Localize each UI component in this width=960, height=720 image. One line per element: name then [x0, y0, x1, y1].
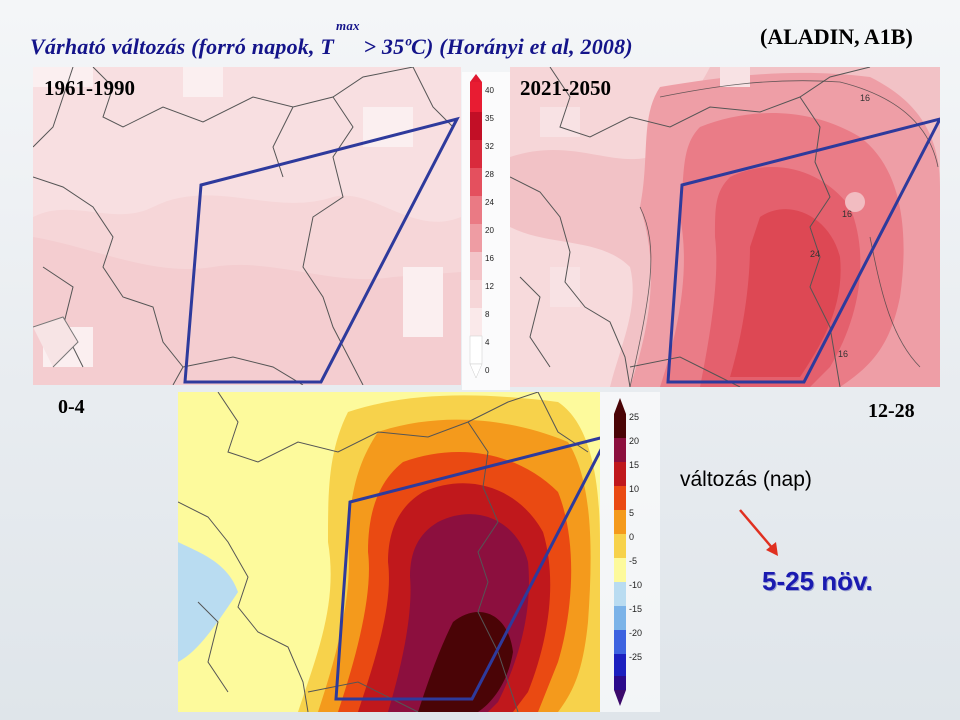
change-colorbar-tick-label: 25: [629, 412, 639, 422]
baseline-colorbar: 40 35 32 28 24 20 16 12 8 4 0: [462, 72, 510, 390]
baseline-colorbar-tick-label: 0: [485, 366, 490, 375]
baseline-colorbar-tick-label: 20: [485, 226, 494, 235]
result-label: 5-25 növ.: [762, 566, 873, 596]
contour-label: 16: [842, 209, 852, 219]
contour-label: 16: [860, 93, 870, 103]
page-title: Várható változás (forró napok, Tmax > 35…: [30, 18, 633, 60]
change-map: [178, 392, 600, 712]
contour-label: 24: [810, 249, 820, 259]
change-range-left: 0-4: [58, 396, 85, 418]
change-colorbar-tick-label: -20: [629, 628, 642, 638]
title-tail: > 35ºC) (Horányi et al, 2008): [357, 34, 633, 59]
baseline-colorbar-tick-label: 24: [485, 198, 494, 207]
baseline-map: [33, 67, 461, 385]
change-colorbar-tick-label: -10: [629, 580, 642, 590]
change-colorbar-tick-label: 10: [629, 484, 639, 494]
change-colorbar: 25 20 15 10 5 0 -5 -10 -15 -20 -25: [600, 392, 660, 712]
future-period-label: 2021-2050: [520, 76, 611, 100]
change-colorbar-tick-label: 15: [629, 460, 639, 470]
baseline-colorbar-tick-label: 32: [485, 142, 494, 151]
study-region-outline: [334, 436, 600, 701]
change-unit-label: változás (nap): [680, 468, 812, 491]
arrow-icon: [739, 509, 778, 556]
title-subscript: max: [336, 18, 360, 33]
future-map: 16 16 24 16: [510, 67, 940, 387]
baseline-colorbar-tick-label: 28: [485, 170, 494, 179]
model-label: (ALADIN, A1B): [760, 24, 913, 49]
change-colorbar-tick-label: -15: [629, 604, 642, 614]
study-region-outline: [183, 116, 460, 384]
baseline-colorbar-tick-label: 40: [485, 86, 494, 95]
change-colorbar-tick-label: 0: [629, 532, 634, 542]
baseline-period-label: 1961-1990: [44, 76, 135, 100]
baseline-colorbar-tick-label: 4: [485, 338, 490, 347]
title-main: Várható változás (forró napok, T: [30, 34, 335, 59]
baseline-colorbar-tick-label: 16: [485, 254, 494, 263]
change-colorbar-tick-label: 20: [629, 436, 639, 446]
baseline-colorbar-tick-label: 35: [485, 114, 494, 123]
change-colorbar-tick-label: -5: [629, 556, 637, 566]
change-colorbar-tick-label: 5: [629, 508, 634, 518]
contour-label: 16: [838, 349, 848, 359]
change-colorbar-tick-label: -25: [629, 652, 642, 662]
change-range-right: 12-28: [868, 400, 915, 422]
study-region-outline: [666, 117, 940, 384]
baseline-colorbar-tick-label: 8: [485, 310, 490, 319]
baseline-colorbar-tick-label: 12: [485, 282, 494, 291]
